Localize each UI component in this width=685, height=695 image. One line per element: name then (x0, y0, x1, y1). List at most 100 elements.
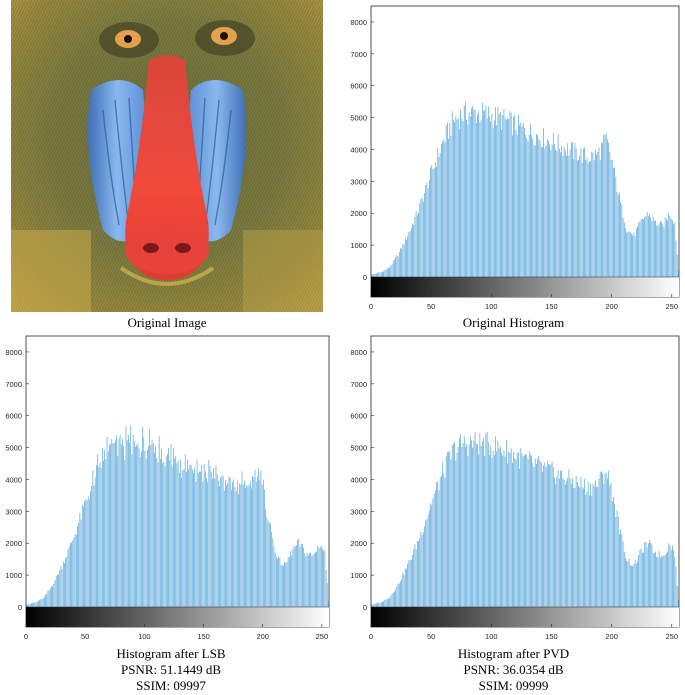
histogram-bar (268, 522, 270, 607)
histogram-bar (558, 148, 560, 277)
histogram-bar (197, 472, 199, 607)
histogram-bar (474, 431, 476, 607)
histogram-bar (60, 566, 62, 607)
histogram-bar (258, 468, 259, 607)
histogram-bar (492, 450, 494, 607)
histogram-bar (599, 472, 601, 607)
histogram-bar (478, 454, 480, 607)
histogram-bar (658, 550, 660, 607)
histogram-bar (595, 149, 596, 277)
histogram-bar (641, 218, 643, 277)
histogram-bar (80, 519, 82, 607)
histogram-bar (654, 220, 655, 277)
histogram-bar (28, 603, 30, 607)
histogram-bar (61, 568, 63, 607)
histogram-bar (33, 602, 35, 607)
histogram-bar (635, 563, 637, 607)
y-tick-label: 2000 (5, 539, 22, 548)
histogram-bar (664, 217, 666, 277)
histogram-bar (402, 572, 404, 607)
histogram-bar (585, 160, 587, 277)
histogram-bar (420, 199, 422, 277)
histogram-bar (267, 520, 269, 607)
histogram-bar (196, 459, 198, 607)
histogram-bar (126, 440, 128, 607)
y-tick-label: 7000 (350, 380, 367, 389)
histogram-bar (283, 565, 284, 607)
histogram-bar (552, 467, 554, 607)
histogram-bar (257, 476, 258, 607)
histogram-bar (487, 442, 489, 607)
histogram-bar (384, 270, 386, 277)
histogram-bar (421, 198, 423, 277)
histogram-bar (310, 552, 311, 607)
histogram-bar (162, 463, 164, 607)
histogram-bar (581, 162, 583, 277)
histogram-bar (486, 118, 488, 277)
histogram-bar (661, 222, 662, 277)
histogram-bar (286, 561, 288, 607)
histogram-bar (445, 125, 447, 277)
histogram-bar (183, 468, 185, 607)
histogram-bar (161, 448, 162, 607)
histogram-bar (509, 110, 511, 278)
histogram-bar (241, 471, 243, 607)
histogram-bar (467, 124, 469, 277)
histogram-bar (130, 425, 132, 607)
histogram-bar (264, 489, 265, 607)
histogram-bar (669, 216, 671, 277)
histogram-bar (580, 148, 582, 277)
histogram-bar (70, 542, 71, 607)
histogram-bar (593, 486, 595, 607)
histogram-bar (584, 147, 585, 277)
histogram-bar (455, 460, 457, 607)
histogram-bar (590, 483, 591, 607)
y-tick-label: 3000 (350, 177, 367, 186)
histogram-bar (552, 133, 554, 277)
histogram-bar (131, 454, 133, 607)
histogram-bar (304, 553, 306, 607)
histogram-bar (117, 456, 119, 607)
histogram-bar (119, 434, 121, 607)
histogram-bar (524, 127, 525, 277)
histogram-bar (493, 120, 495, 277)
histogram-bar (573, 488, 575, 607)
histogram-bar (661, 555, 662, 607)
histogram-bar (561, 470, 563, 607)
histogram-bar (322, 548, 323, 607)
histogram-bar (77, 526, 78, 607)
histogram-bar (157, 462, 159, 607)
histogram-bar (545, 145, 547, 277)
histogram-bar (300, 543, 302, 607)
histogram-bar (457, 446, 459, 607)
histogram-bar (480, 446, 482, 607)
histogram-bar (534, 145, 536, 277)
histogram-bar (451, 444, 453, 607)
histogram-bar (652, 552, 654, 607)
histogram-bar (650, 217, 652, 277)
histogram-bar (382, 271, 383, 277)
histogram-bar (410, 559, 412, 607)
histogram-bar (74, 534, 76, 607)
histogram-bar (429, 179, 430, 277)
histogram-bar (273, 546, 275, 607)
histogram-bar (81, 505, 83, 607)
histogram-bar (45, 594, 46, 607)
histogram-bar (514, 458, 516, 607)
histogram-bar (512, 462, 513, 607)
histogram-bar (171, 466, 173, 607)
histogram-bar (635, 228, 637, 277)
histogram-bar (418, 212, 419, 277)
chart-original-histogram: 0 1000 2000 3000 4000 5000 6000 7000 8000 0 50 100 1… (350, 5, 680, 311)
histogram-bar (386, 268, 388, 277)
histogram-bar (215, 465, 217, 607)
histogram-bar (266, 516, 268, 607)
histogram-bar (152, 443, 154, 607)
histogram-bar (663, 555, 665, 607)
histogram-bar (294, 546, 296, 607)
histogram-bar (123, 446, 124, 607)
histogram-bar (188, 469, 190, 607)
histogram-bar (631, 234, 632, 277)
histogram-bar (231, 490, 232, 607)
histogram-bar (400, 248, 401, 277)
